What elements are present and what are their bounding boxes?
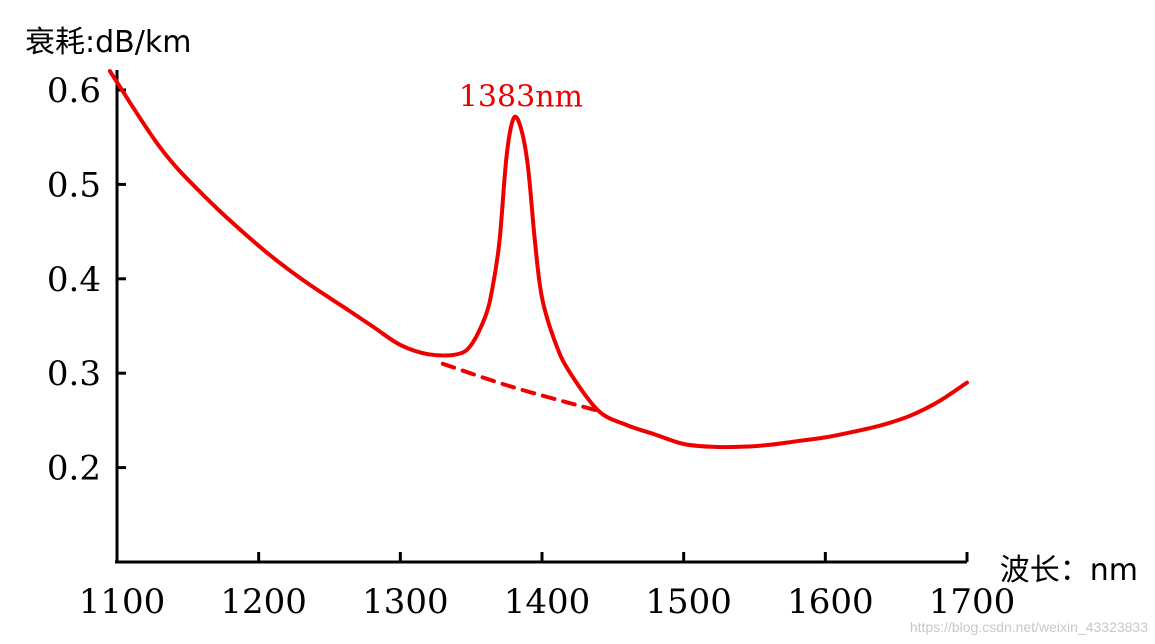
y-tick-label: 0.6 bbox=[47, 71, 101, 111]
series bbox=[107, 69, 969, 450]
x-tick-label: 1400 bbox=[504, 582, 591, 622]
ticks: 0.2 0.3 0.4 0.5 0.6 1100 1200 1300 1400 1500 1600 1… bbox=[47, 71, 1015, 622]
x-tick-label: 1100 bbox=[79, 582, 166, 622]
annotations: 1383nm bbox=[459, 79, 583, 114]
watermark-text: https://blog.csdn.net/weixin_43323833 bbox=[910, 619, 1148, 635]
x-tick-label: 1300 bbox=[362, 582, 449, 622]
y-axis-label: 衰耗:dB/km bbox=[25, 25, 191, 60]
axes bbox=[115, 70, 967, 564]
y-tick-label: 0.2 bbox=[47, 449, 101, 489]
attenuation-curve-line bbox=[107, 69, 969, 450]
y-tick-label: 0.4 bbox=[47, 260, 101, 300]
x-tick-label: 1200 bbox=[220, 582, 307, 622]
x-tick-label: 1500 bbox=[645, 582, 732, 622]
baseline-dashed-line bbox=[440, 361, 601, 413]
y-tick-label: 0.5 bbox=[47, 165, 101, 205]
y-tick-label: 0.3 bbox=[47, 354, 101, 394]
x-axis-label: 波长：nm bbox=[1000, 553, 1138, 588]
peak-annotation-label: 1383nm bbox=[459, 79, 583, 114]
x-tick-label: 1600 bbox=[787, 582, 874, 622]
x-tick-label: 1700 bbox=[929, 582, 1016, 622]
